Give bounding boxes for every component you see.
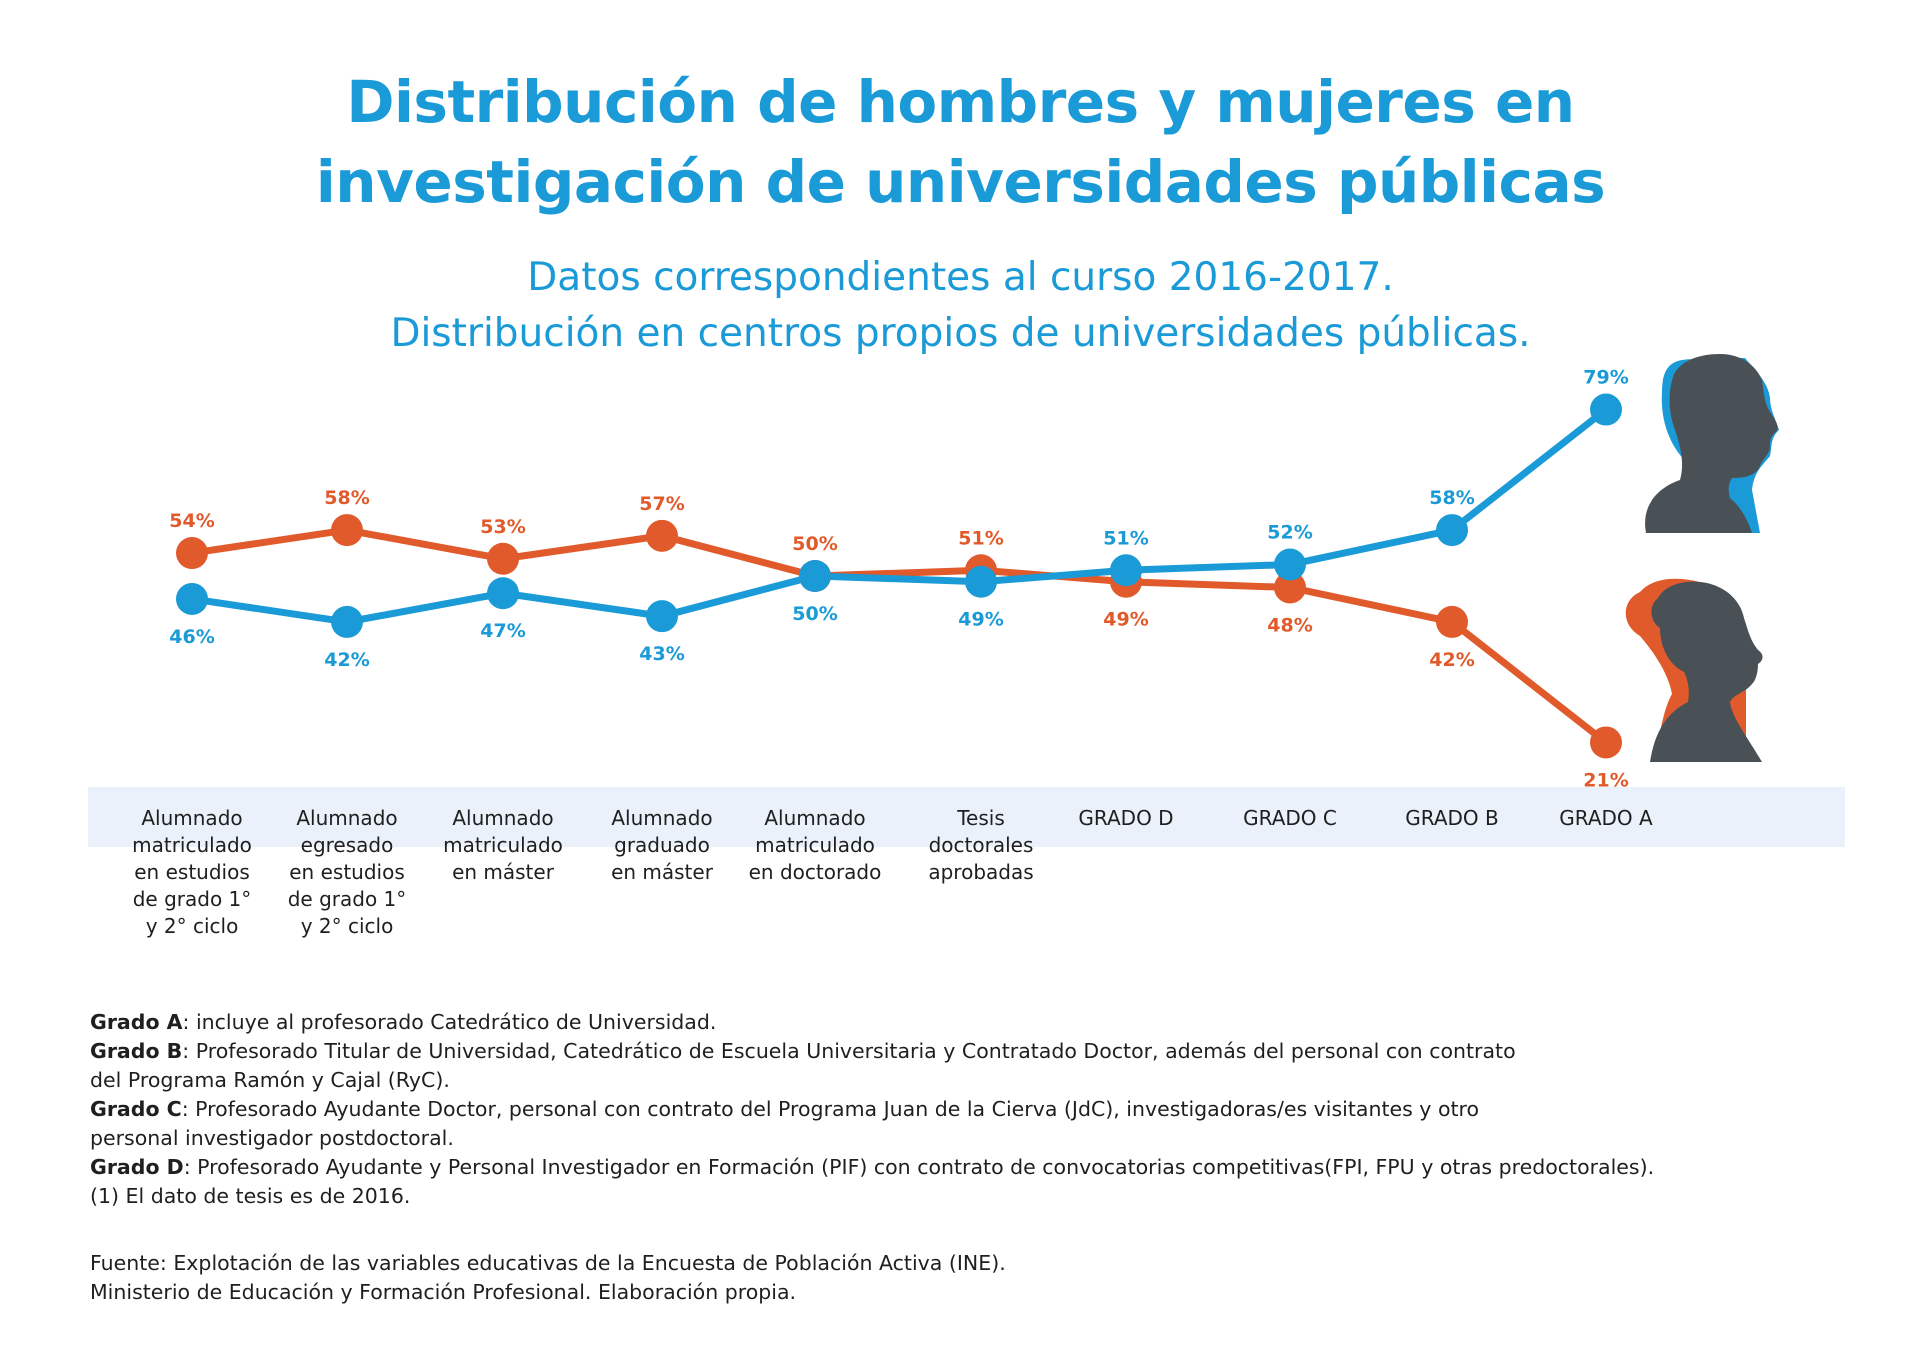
men-data-label: 50% [792, 603, 837, 625]
footnote-text: : incluye al profesorado Catedrático de … [182, 1010, 717, 1034]
footnote-text: (1) El dato de tesis es de 2016. [90, 1184, 411, 1208]
women-data-point [1590, 726, 1622, 759]
men-data-point [1274, 548, 1306, 581]
footnote-text: : Profesorado Ayudante y Personal Invest… [183, 1155, 1655, 1179]
chart-subtitle-line-1: Datos correspondientes al curso 2016-201… [527, 255, 1394, 300]
women-data-label: 49% [1103, 609, 1148, 631]
category-label: GRADO C [1243, 806, 1337, 830]
chart-subtitle: Datos correspondientes al curso 2016-201… [0, 250, 1921, 362]
footnote-line: (1) El dato de tesis es de 2016. [90, 1182, 1890, 1211]
footnote-term: Grado D [90, 1155, 184, 1179]
footnote-text: : Profesorado Titular de Universidad, Ca… [182, 1039, 1516, 1063]
men-data-label: 46% [169, 626, 214, 648]
women-data-label: 48% [1267, 614, 1312, 636]
footnote-line: Grado C: Profesorado Ayudante Doctor, pe… [90, 1095, 1890, 1124]
footnote-term: Grado B [90, 1039, 183, 1063]
men-data-point [965, 565, 997, 598]
woman-head-silhouette-icon [1625, 578, 1763, 762]
series-points [176, 393, 1622, 759]
category-label: GRADO D [1078, 806, 1174, 830]
men-data-label: 58% [1429, 487, 1474, 509]
women-data-point [176, 537, 208, 570]
women-data-point [331, 514, 363, 547]
women-data-label: 54% [169, 510, 214, 532]
category-label: Alumnado graduado en máster [611, 806, 713, 884]
women-data-point [646, 519, 678, 552]
source-line-1: Fuente: Explotación de las variables edu… [90, 1251, 1006, 1275]
men-data-label: 49% [958, 609, 1003, 631]
footnote-line: personal investigador postdoctoral. [90, 1124, 1890, 1153]
category-label: Alumnado matriculado en estudios de grad… [132, 806, 252, 938]
category-label: Alumnado matriculado en doctorado [748, 806, 882, 884]
women-data-label: 42% [1429, 649, 1474, 671]
category-label: Tesis doctorales aprobadas [928, 806, 1034, 884]
category-label: Alumnado egresado en estudios de grado 1… [287, 806, 407, 938]
women-data-label: 21% [1583, 769, 1628, 791]
footnote-text: del Programa Ramón y Cajal (RyC). [90, 1068, 450, 1092]
footnote-line: Grado A: incluye al profesorado Catedrát… [90, 1008, 1890, 1037]
men-data-point [799, 560, 831, 592]
footnote-text: : Profesorado Ayudante Doctor, personal … [181, 1097, 1480, 1121]
men-data-label: 47% [480, 620, 525, 642]
men-data-point [646, 600, 678, 633]
footnote-term: Grado C [90, 1097, 182, 1121]
women-data-point [1436, 605, 1468, 638]
category-band [88, 787, 1845, 847]
men-data-point [487, 577, 519, 610]
men-data-label: 43% [639, 643, 684, 665]
chart-title: Distribución de hombres y mujeres en inv… [0, 62, 1921, 222]
men-series-line [191, 406, 1609, 626]
footnote-line: Grado B: Profesorado Titular de Universi… [90, 1037, 1890, 1066]
men-data-label: 52% [1267, 522, 1312, 544]
women-data-point [1274, 571, 1306, 604]
category-label: Alumnado matriculado en máster [443, 806, 563, 884]
women-data-label: 58% [324, 487, 369, 509]
category-label: GRADO B [1405, 806, 1499, 830]
chart-title-line-1: Distribución de hombres y mujeres en [346, 68, 1575, 136]
women-data-label: 57% [639, 493, 684, 515]
footnote-term: Grado A [90, 1010, 183, 1034]
women-data-label: 53% [480, 516, 525, 538]
data-labels: 54% 58% 53% 57% 50% 51% 49% 48% 42% 21% 46% 42% 47% 4… [169, 367, 1628, 792]
women-data-label: 51% [958, 527, 1003, 549]
women-series-line [191, 526, 1609, 746]
footnotes: Grado A: incluye al profesorado Catedrát… [90, 1008, 1890, 1211]
footnote-line: Grado D: Profesorado Ayudante y Personal… [90, 1153, 1890, 1182]
men-data-label: 51% [1103, 527, 1148, 549]
men-data-point [1436, 514, 1468, 547]
footnote-line: del Programa Ramón y Cajal (RyC). [90, 1066, 1890, 1095]
men-data-label: 79% [1583, 367, 1628, 389]
footnote-text: personal investigador postdoctoral. [90, 1126, 454, 1150]
man-head-silhouette-icon [1645, 354, 1779, 533]
men-data-label: 42% [324, 649, 369, 671]
men-data-point [1110, 554, 1142, 587]
category-label: GRADO A [1559, 806, 1653, 830]
men-data-point [331, 605, 363, 638]
men-data-point [1590, 393, 1622, 426]
chart-subtitle-line-2: Distribución en centros propios de unive… [390, 311, 1531, 356]
chart-title-line-2: investigación de universidades públicas [315, 148, 1606, 216]
women-data-point [487, 542, 519, 575]
source-note: Fuente: Explotación de las variables edu… [90, 1249, 1890, 1307]
source-line-2: Ministerio de Educación y Formación Prof… [90, 1280, 797, 1304]
series-lines [191, 406, 1609, 746]
silhouette-icons [1625, 354, 1779, 762]
women-data-label: 50% [792, 533, 837, 555]
men-data-point [176, 582, 208, 615]
